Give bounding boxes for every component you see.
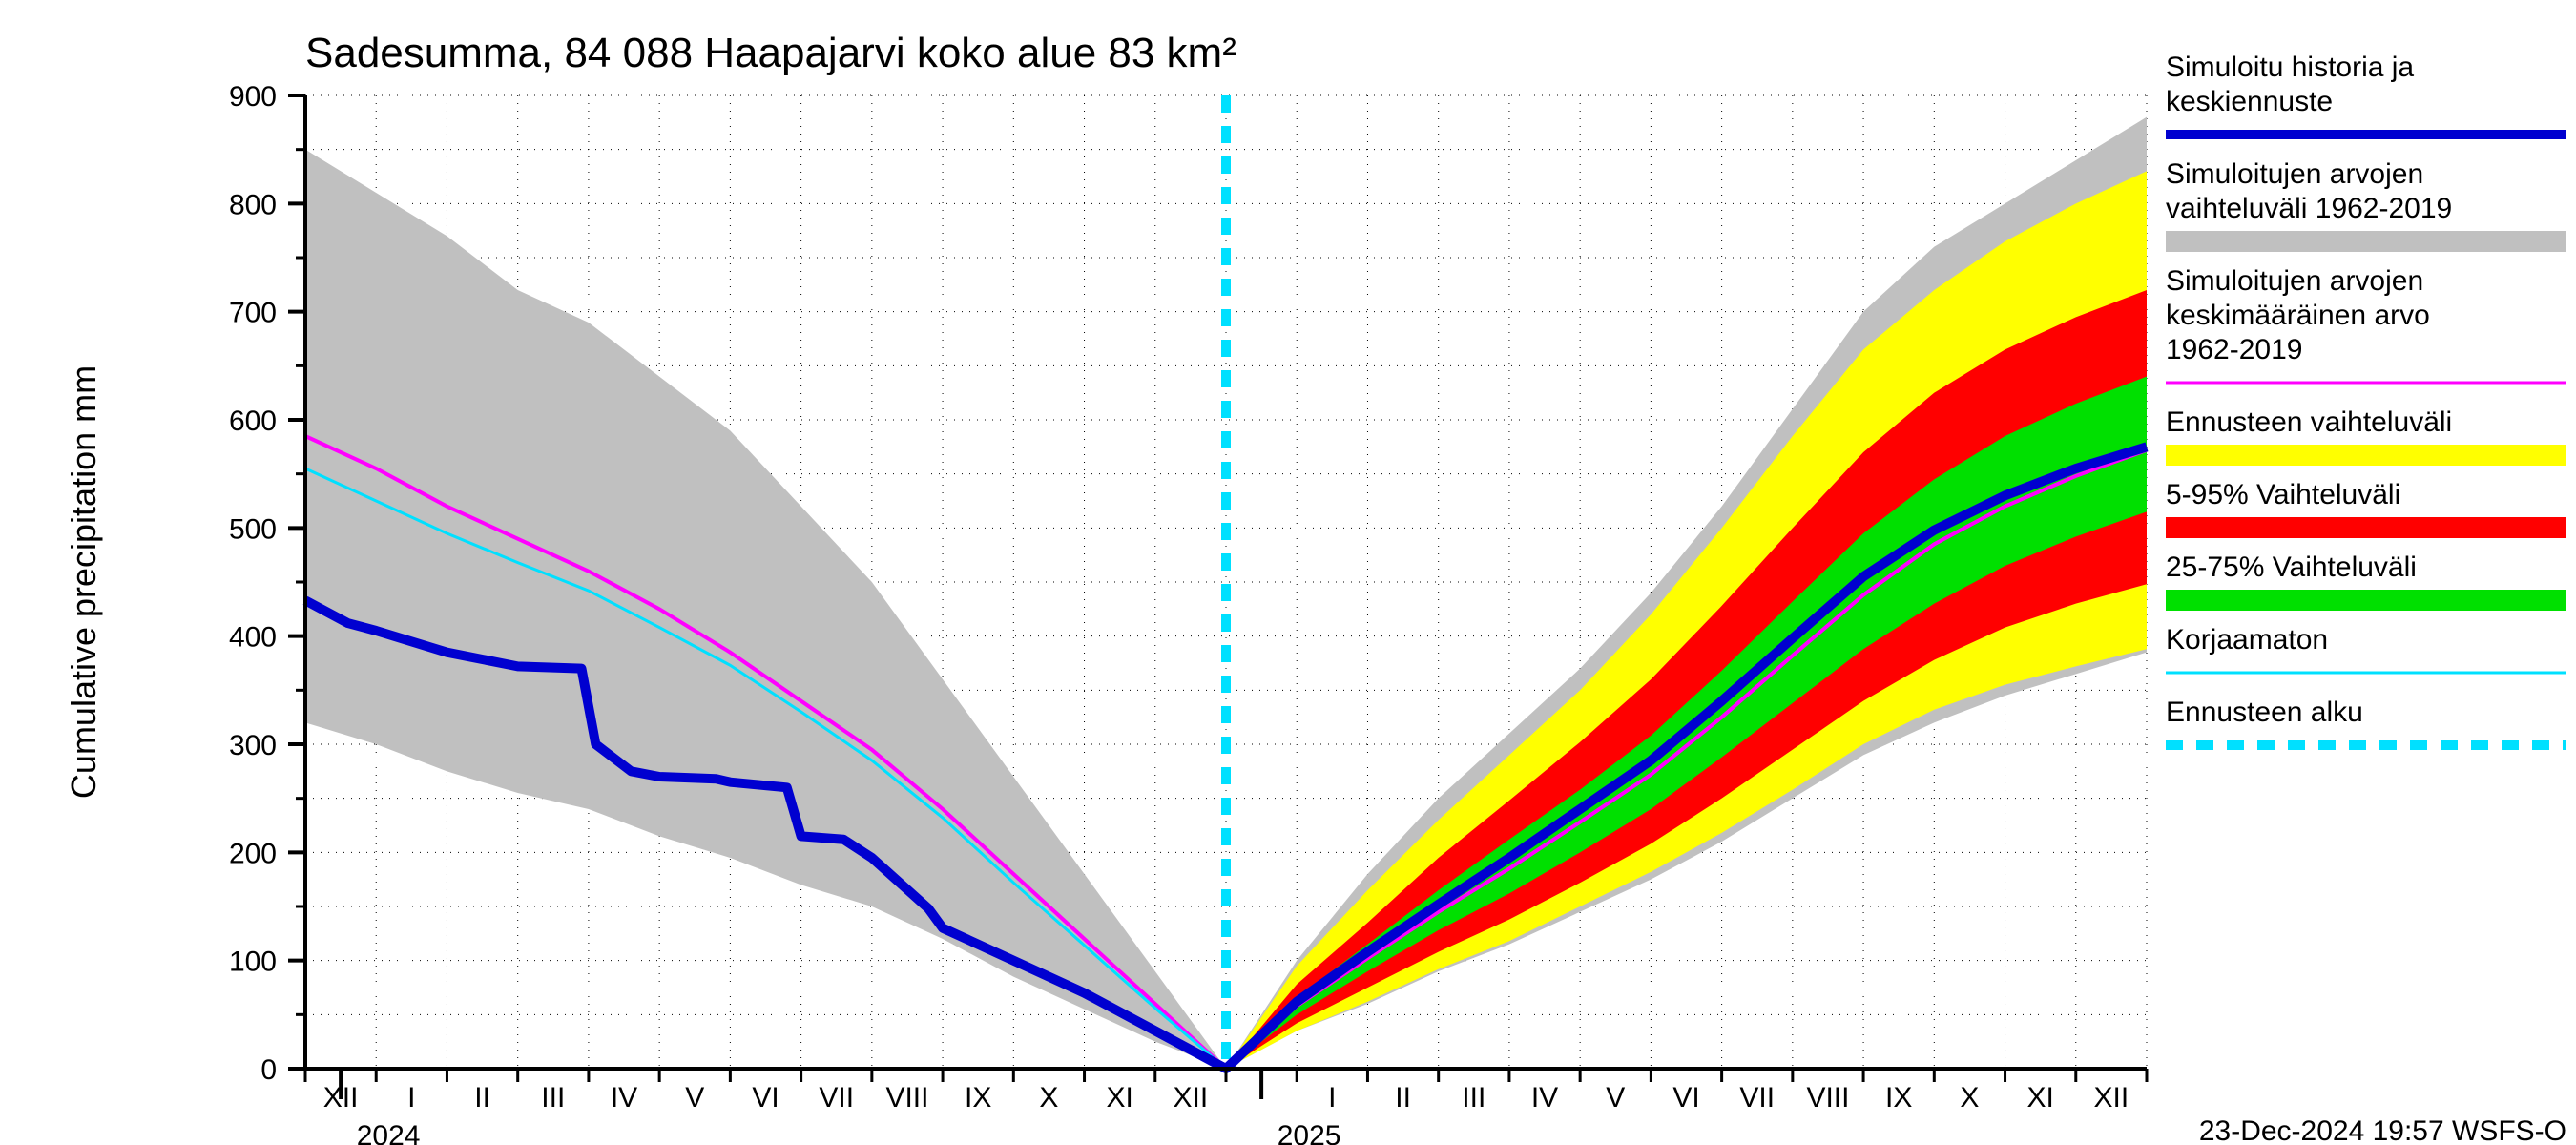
legend-label: 1962-2019 — [2166, 334, 2302, 365]
legend-label: Korjaamaton — [2166, 624, 2328, 656]
x-tick-label: III — [541, 1082, 565, 1114]
y-tick-label: 800 — [229, 189, 277, 220]
y-tick-label: 0 — [260, 1054, 277, 1086]
legend-label: Simuloitujen arvojen — [2166, 265, 2423, 297]
legend-swatch — [2166, 445, 2566, 466]
x-tick-label: XI — [2026, 1082, 2053, 1114]
x-tick-label: II — [474, 1082, 490, 1114]
x-tick-label: V — [1606, 1082, 1625, 1114]
x-tick-label: IV — [1531, 1082, 1558, 1114]
x-tick-label: II — [1395, 1082, 1411, 1114]
legend-swatch — [2166, 590, 2566, 611]
legend-label: Simuloitu historia ja — [2166, 52, 2414, 83]
legend-label: 25-75% Vaihteluväli — [2166, 552, 2417, 583]
x-tick-label: VIII — [1806, 1082, 1849, 1114]
precipitation-chart: 0100200300400500600700800900XIIIIIIIIIVV… — [0, 0, 2576, 1145]
x-tick-label: IV — [611, 1082, 637, 1114]
x-tick-label: XI — [1106, 1082, 1132, 1114]
y-tick-label: 200 — [229, 838, 277, 869]
legend-label: 5-95% Vaihteluväli — [2166, 479, 2400, 510]
x-major-label: 2024 — [357, 1120, 421, 1145]
legend-label: Simuloitujen arvojen — [2166, 158, 2423, 190]
chart-svg: 0100200300400500600700800900XIIIIIIIIIVV… — [0, 0, 2576, 1145]
x-tick-label: X — [1960, 1082, 1979, 1114]
x-tick-label: X — [1039, 1082, 1058, 1114]
x-tick-label: III — [1462, 1082, 1485, 1114]
legend-label: keskiennuste — [2166, 86, 2333, 117]
y-tick-label: 600 — [229, 406, 277, 437]
y-axis-label: Cumulative precipitation mm — [64, 365, 103, 799]
x-tick-label: VI — [752, 1082, 779, 1114]
x-tick-label: XII — [1174, 1082, 1209, 1114]
x-tick-label: XII — [2094, 1082, 2129, 1114]
x-tick-label: IX — [965, 1082, 991, 1114]
legend-label: vaihteluväli 1962-2019 — [2166, 193, 2452, 224]
legend-swatch — [2166, 517, 2566, 538]
legend-swatch — [2166, 231, 2566, 252]
x-tick-label: VIII — [885, 1082, 928, 1114]
x-tick-label: VI — [1672, 1082, 1699, 1114]
y-tick-label: 700 — [229, 298, 277, 329]
x-tick-label: V — [685, 1082, 704, 1114]
x-tick-label: VII — [1739, 1082, 1775, 1114]
chart-footer: 23-Dec-2024 19:57 WSFS-O — [2199, 1115, 2566, 1145]
y-tick-label: 900 — [229, 81, 277, 113]
y-tick-label: 100 — [229, 947, 277, 978]
legend-label: Ennusteen alku — [2166, 697, 2363, 728]
x-tick-label: IX — [1885, 1082, 1912, 1114]
legend-label: Ennusteen vaihteluväli — [2166, 406, 2452, 438]
chart-title: Sadesumma, 84 088 Haapajarvi koko alue 8… — [305, 30, 1236, 76]
y-tick-label: 400 — [229, 622, 277, 654]
y-tick-label: 300 — [229, 730, 277, 761]
x-tick-label: VII — [819, 1082, 854, 1114]
y-tick-label: 500 — [229, 513, 277, 545]
x-tick-label: I — [1328, 1082, 1336, 1114]
x-tick-label: I — [407, 1082, 415, 1114]
legend-label: keskimääräinen arvo — [2166, 300, 2430, 331]
x-major-label: 2025 — [1278, 1120, 1341, 1145]
